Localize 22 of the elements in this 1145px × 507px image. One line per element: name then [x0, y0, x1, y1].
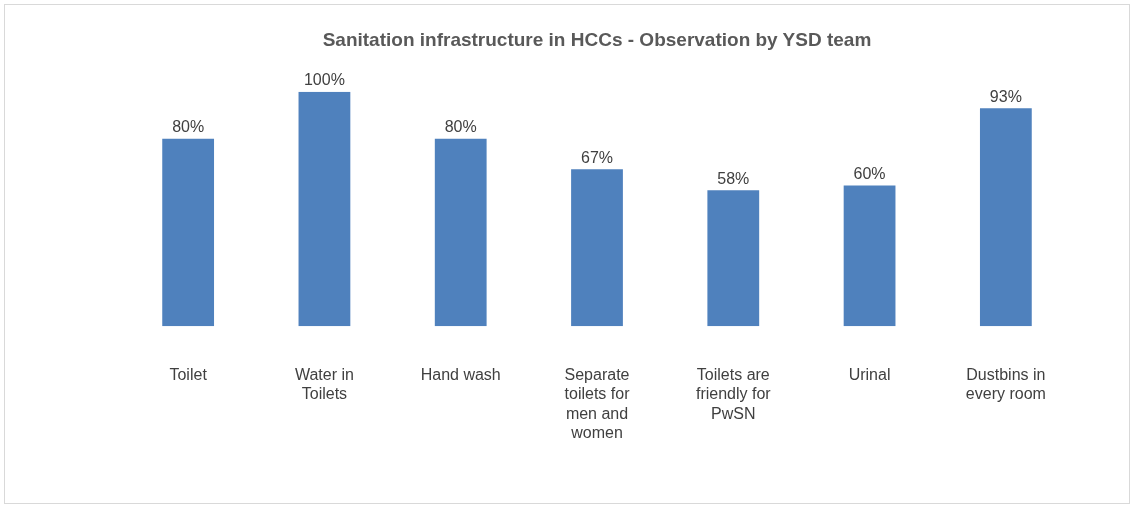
x-tick-label: Urinal [848, 366, 891, 384]
data-label: 93% [989, 87, 1022, 105]
bar [979, 108, 1032, 327]
bar [707, 190, 760, 327]
x-tick-label: Water in Toilets [294, 366, 354, 403]
chart-title: Sanitation infrastructure in HCCs - Observation by YSD team [322, 28, 872, 50]
data-label: 80% [444, 118, 477, 136]
x-tick-label: Hand wash [420, 366, 501, 384]
x-tick-label: Toilets are friendly for PwSN [695, 366, 772, 422]
x-tick-label: Separate toilets for men and women [564, 366, 631, 441]
bar [434, 138, 487, 327]
data-label: 80% [172, 118, 205, 136]
x-tick-label: Dustbins in every room [965, 366, 1046, 403]
bar [298, 91, 351, 327]
bar [571, 169, 623, 327]
bar [162, 138, 215, 327]
x-tick-label: Toilet [169, 366, 208, 384]
data-label: 67% [580, 148, 614, 166]
bar [843, 185, 896, 327]
data-label: 60% [853, 164, 886, 182]
data-label: 100% [303, 71, 345, 89]
data-label: 58% [717, 169, 750, 187]
